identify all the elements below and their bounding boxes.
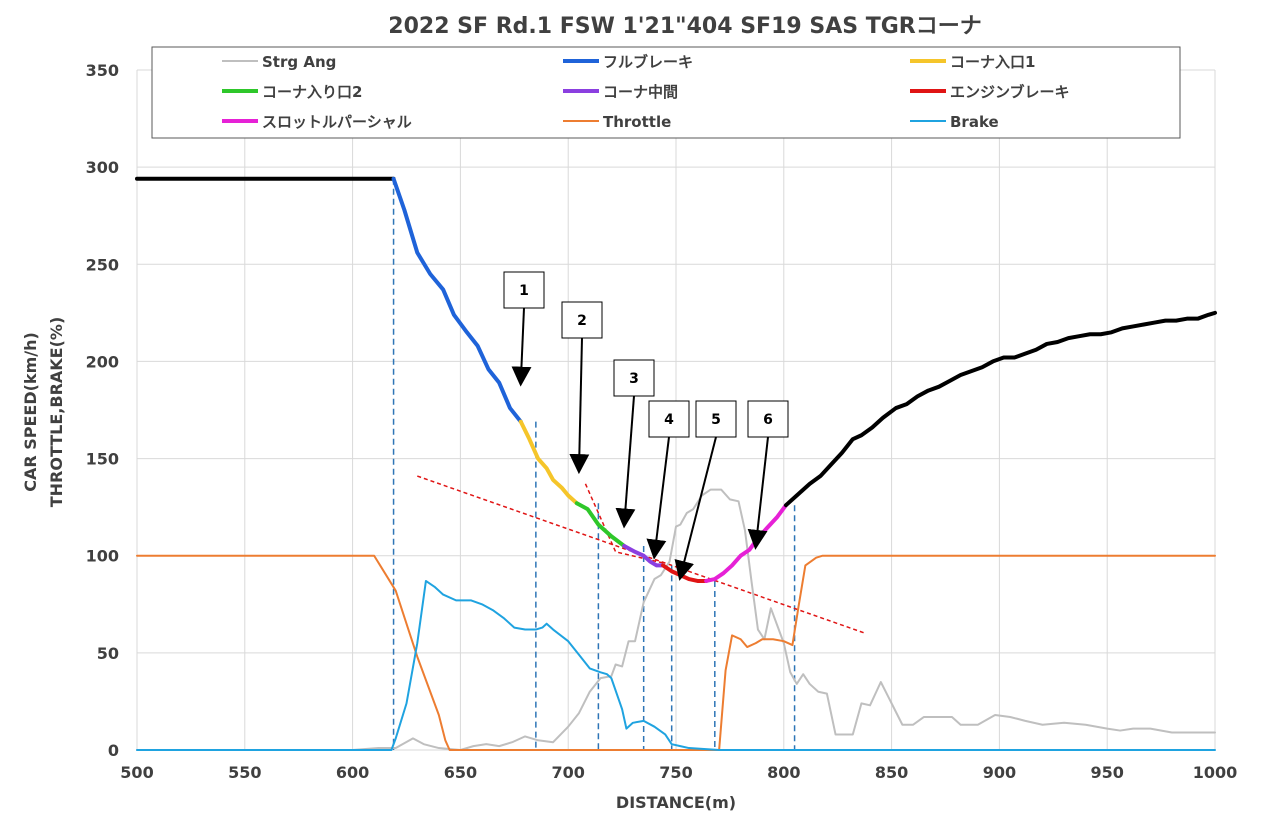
callout-box [648, 400, 690, 438]
legend: Strg Ang フルブレーキ コーナ入口1 コーナ入り口2 コーナ中間 エンジンブレーキ… [151, 46, 1181, 139]
callout-arrow [674, 436, 717, 581]
callout-box [695, 400, 737, 438]
series-line-Strg Ang [136, 488, 1216, 751]
x-tick-label: 550 [228, 763, 261, 782]
x-tick-label: 600 [336, 763, 369, 782]
series-line-Brake [136, 579, 1216, 751]
y-tick-label: 250 [86, 255, 119, 274]
vertical-marker-layer [392, 178, 796, 750]
tick-label-layer: 500 550 600 650 700 750 800 850 900 950 1000 0 50 100… [86, 61, 1238, 782]
series-line-コーナ入り口2 [574, 501, 627, 548]
y-tick-label: 350 [86, 61, 119, 80]
callout-label: 4 [664, 412, 674, 428]
x-axis-title: DISTANCE(m) [616, 793, 736, 812]
callout-layer: 1 2 3 4 5 6 [503, 271, 789, 581]
legend-label: コーナ中間 [603, 83, 678, 101]
y-axis-title-line2: THROTTLE,BRAKE(%) [47, 317, 66, 508]
legend-label: コーナ入り口2 [262, 83, 362, 101]
series-line-スロットルパーシャル [704, 503, 788, 583]
x-tick-label: 850 [875, 763, 908, 782]
y-tick-label: 0 [108, 741, 119, 760]
x-tick-label: 1000 [1193, 763, 1238, 782]
callout-arrow [615, 395, 636, 529]
callout-arrow [511, 307, 532, 387]
x-tick-label: 700 [551, 763, 584, 782]
callout-label: 3 [629, 371, 639, 387]
callout-arrow [646, 436, 670, 560]
callout-arrow [747, 436, 769, 550]
x-tick-label: 650 [444, 763, 477, 782]
x-tick-label: 500 [120, 763, 153, 782]
trend-line [417, 475, 866, 635]
series-line-Throttle [136, 554, 1216, 751]
y-tick-label: 150 [86, 450, 119, 469]
y-tick-label: 100 [86, 547, 119, 566]
callout-label: 2 [577, 313, 587, 329]
legend-label: エンジンブレーキ [950, 83, 1070, 101]
series-line-コーナ入口1 [518, 419, 579, 506]
x-tick-label: 800 [767, 763, 800, 782]
legend-label: Brake [950, 113, 999, 131]
y-tick-label: 200 [86, 352, 119, 371]
callout-label: 5 [711, 412, 721, 428]
legend-label: スロットルパーシャル [262, 113, 412, 131]
y-axis-title-line1: CAR SPEED(km/h) [21, 332, 40, 492]
legend-label: コーナ入口1 [950, 53, 1035, 71]
series-layer [135, 176, 1217, 751]
legend-label: Strg Ang [262, 53, 336, 71]
legend-label: Throttle [603, 113, 671, 131]
y-tick-label: 300 [86, 158, 119, 177]
legend-label: フルブレーキ [603, 53, 693, 71]
series-line-フルブレーキ [391, 176, 523, 424]
x-tick-label: 900 [983, 763, 1016, 782]
y-tick-label: 50 [97, 644, 119, 663]
series-line-speed-10 [783, 310, 1217, 508]
callout-arrow [569, 337, 590, 475]
chart-title: 2022 SF Rd.1 FSW 1'21"404 SF19 SAS TGRコー… [388, 14, 982, 39]
x-tick-label: 950 [1090, 763, 1123, 782]
callout-label: 1 [519, 283, 529, 299]
legend-box [151, 46, 1181, 139]
x-tick-label: 750 [659, 763, 692, 782]
series-line-エンジンブレーキ [661, 563, 709, 583]
callout-label: 6 [763, 412, 773, 428]
callout-box [747, 400, 789, 438]
